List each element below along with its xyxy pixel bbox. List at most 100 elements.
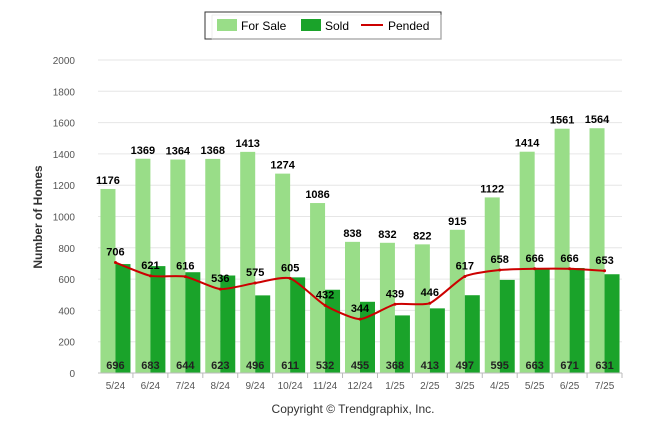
pended-value-label: 446 <box>421 287 439 299</box>
x-tick-label: 7/24 <box>176 381 196 392</box>
x-tick-label: 4/25 <box>490 381 510 392</box>
for-sale-bar <box>414 244 430 373</box>
legend-for-sale-label: For Sale <box>241 19 287 33</box>
sold-value-label: 663 <box>525 360 543 372</box>
y-tick-label: 1200 <box>53 181 76 192</box>
for-sale-value-label: 1564 <box>585 114 610 126</box>
sold-value-label: 455 <box>351 360 369 372</box>
x-tick-label: 10/24 <box>278 381 303 392</box>
for-sale-value-label: 915 <box>448 216 466 228</box>
y-tick-label: 400 <box>58 306 75 317</box>
x-tick-label: 7/25 <box>595 381 615 392</box>
pended-point <box>358 317 362 321</box>
for-sale-value-label: 1364 <box>166 146 191 158</box>
pended-point <box>463 274 467 278</box>
for-sale-value-label: 1561 <box>550 115 574 127</box>
sold-bar <box>150 266 166 373</box>
legend-inner-frame <box>211 14 442 40</box>
sold-value-label: 644 <box>176 360 195 372</box>
pended-value-label: 653 <box>595 255 613 267</box>
sold-value-label: 595 <box>491 360 509 372</box>
x-tick-label: 3/25 <box>455 381 475 392</box>
for-sale-value-label: 1368 <box>201 145 225 157</box>
pended-point <box>323 303 327 307</box>
legend-sold-label: Sold <box>325 19 349 33</box>
pended-value-label: 706 <box>106 247 124 259</box>
for-sale-value-label: 1413 <box>235 138 259 150</box>
for-sale-bar <box>589 128 605 373</box>
x-tick-label: 2/25 <box>420 381 440 392</box>
data-labels: 1176 696 1369 683 1364 644 1368 623 1413 496 1274 6… <box>96 114 614 372</box>
for-sale-bar <box>240 151 256 373</box>
pended-point <box>288 276 292 280</box>
y-tick-label: 1000 <box>53 213 76 224</box>
for-sale-bar <box>205 158 221 373</box>
y-tick-label: 1400 <box>53 150 76 161</box>
for-sale-value-label: 1274 <box>270 160 295 172</box>
y-tick-label: 800 <box>58 244 75 255</box>
sold-value-label: 623 <box>211 360 229 372</box>
sold-value-label: 696 <box>106 360 124 372</box>
sold-bar <box>569 267 585 373</box>
for-sale-bar <box>519 151 535 373</box>
bars <box>100 128 620 373</box>
for-sale-bar <box>345 241 360 373</box>
legend-for-sale-swatch <box>217 19 237 31</box>
sold-bar <box>290 277 306 373</box>
x-tick-label: 11/24 <box>313 381 338 392</box>
for-sale-value-label: 838 <box>343 228 361 240</box>
sold-value-label: 368 <box>386 360 404 372</box>
x-tick-label: 12/24 <box>347 381 372 392</box>
sold-bar <box>429 308 445 373</box>
y-tick-label: 1800 <box>53 87 76 98</box>
for-sale-value-label: 1369 <box>131 145 155 157</box>
for-sale-value-label: 1414 <box>515 138 540 150</box>
for-sale-value-label: 832 <box>378 229 396 241</box>
pended-value-label: 621 <box>141 260 159 272</box>
pended-point <box>218 287 222 291</box>
pended-value-label: 536 <box>211 273 229 285</box>
pended-value-label: 658 <box>491 254 509 266</box>
pended-point <box>603 269 607 273</box>
sold-bar <box>115 264 131 373</box>
legend-pended-label: Pended <box>388 19 429 33</box>
pended-value-label: 666 <box>525 253 543 265</box>
for-sale-bar <box>554 128 570 373</box>
y-tick-label: 1600 <box>53 119 76 130</box>
x-tick-label: 9/24 <box>245 381 265 392</box>
for-sale-bar <box>484 197 500 373</box>
for-sale-bar <box>275 173 291 373</box>
y-tick-label: 600 <box>58 275 75 286</box>
sold-value-label: 631 <box>595 360 613 372</box>
y-tick-label: 0 <box>69 369 75 380</box>
copyright-text: Copyright © Trendgraphix, Inc. <box>272 402 435 416</box>
pended-point <box>183 275 187 279</box>
pended-value-label: 666 <box>560 253 578 265</box>
pended-value-label: 344 <box>351 303 370 315</box>
pended-value-label: 616 <box>176 261 194 273</box>
sold-value-label: 496 <box>246 360 264 372</box>
pended-point <box>148 274 152 278</box>
for-sale-bar <box>170 159 186 373</box>
sold-bar <box>394 315 410 373</box>
x-axis-ticks: 5/24 6/24 7/24 8/24 9/24 10/24 11/24 12/24 1/25 2… <box>106 373 623 392</box>
sold-value-label: 413 <box>421 360 439 372</box>
pended-value-label: 575 <box>246 267 264 279</box>
pended-point <box>568 267 572 271</box>
sold-bar <box>534 269 550 373</box>
x-tick-label: 5/25 <box>525 381 545 392</box>
pended-value-label: 439 <box>386 288 404 300</box>
sold-value-label: 497 <box>456 360 474 372</box>
y-tick-label: 200 <box>58 338 75 349</box>
pended-point <box>533 267 537 271</box>
pended-value-label: 605 <box>281 262 299 274</box>
pended-point <box>428 301 432 305</box>
x-tick-label: 8/24 <box>211 381 231 392</box>
x-tick-label: 1/25 <box>385 381 405 392</box>
legend-sold-swatch <box>301 19 321 31</box>
pended-value-label: 432 <box>316 289 334 301</box>
for-sale-bar <box>135 158 151 373</box>
legend: For Sale Sold Pended <box>204 11 442 40</box>
sold-bar <box>360 301 375 373</box>
